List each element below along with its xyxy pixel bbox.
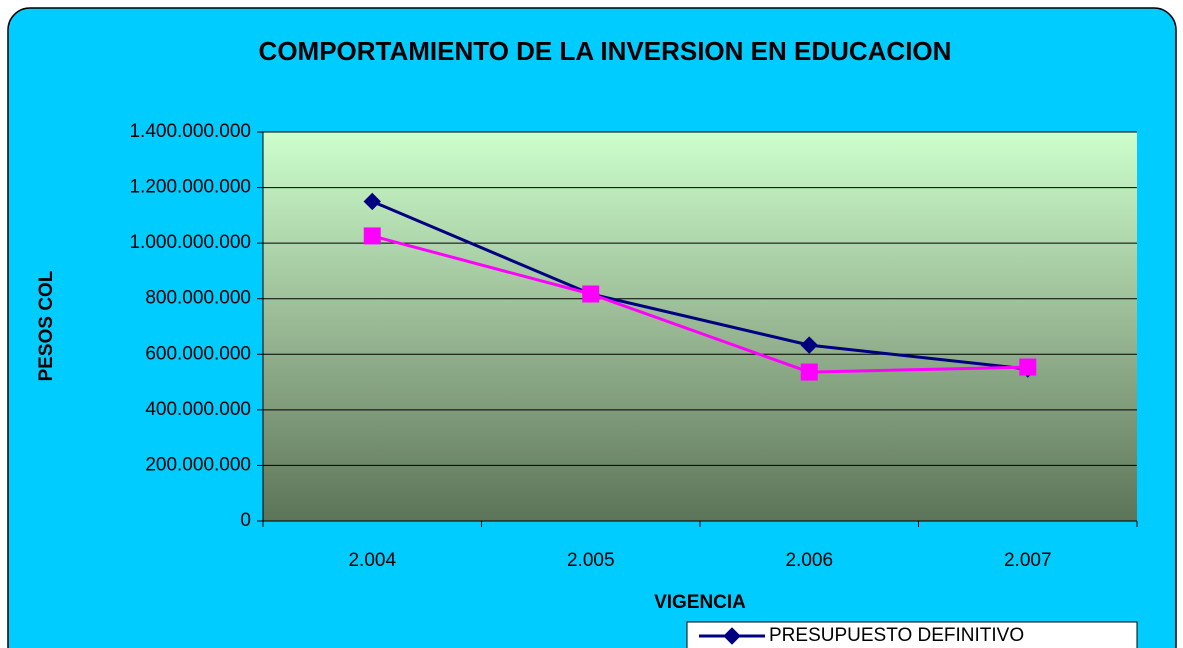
y-tick-label: 600.000.000 xyxy=(145,343,251,364)
y-tick-label: 1.200.000.000 xyxy=(129,177,251,198)
y-tick-label: 200.000.000 xyxy=(145,454,251,475)
series-line xyxy=(371,200,1028,371)
y-tick-label: 800.000.000 xyxy=(145,288,251,309)
point-marker xyxy=(582,285,600,303)
y-tick-label: 1.400.000.000 xyxy=(129,121,251,142)
point-marker xyxy=(800,363,818,381)
x-axis-label: VIGENCIA xyxy=(654,592,746,613)
legend-label: PRESUPUESTO DEFINITIVO xyxy=(769,625,1024,646)
series-line xyxy=(371,234,1028,374)
point-marker xyxy=(1019,358,1037,376)
point-marker xyxy=(363,227,381,245)
y-tick-label: 400.000.000 xyxy=(145,399,251,420)
point-marker xyxy=(800,336,818,354)
x-tick-label: 2.007 xyxy=(1004,550,1052,571)
x-tick-label: 2.004 xyxy=(348,550,396,571)
y-tick-label: 0 xyxy=(240,510,251,531)
y-tick-label: 1.000.000.000 xyxy=(129,232,251,253)
point-marker xyxy=(363,192,381,211)
chart-title: COMPORTAMIENTO DE LA INVERSION EN EDUCAC… xyxy=(259,36,952,66)
y-axis-label: PESOS COL xyxy=(36,270,57,381)
legend-marker xyxy=(723,627,741,645)
plot-area xyxy=(263,132,1137,521)
x-tick-label: 2.006 xyxy=(785,550,833,571)
x-tick-label: 2.005 xyxy=(567,550,615,571)
